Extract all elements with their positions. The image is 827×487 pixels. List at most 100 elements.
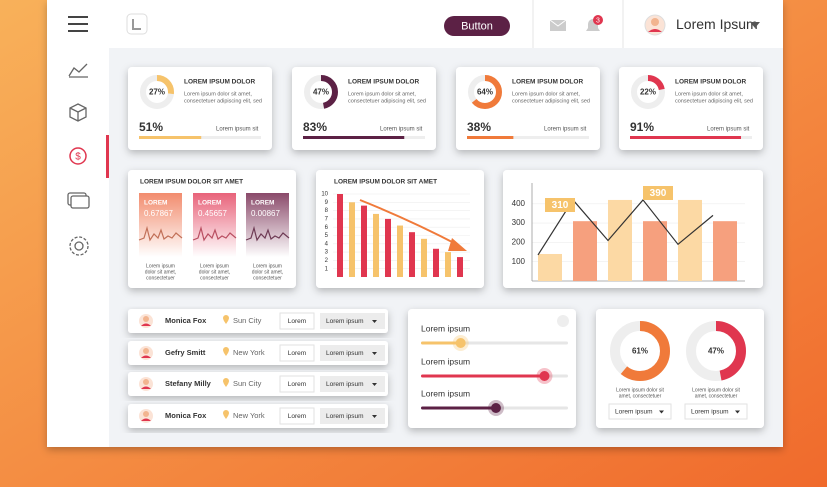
avatar-body [648,29,662,32]
row-button[interactable] [279,312,315,330]
box-icon[interactable] [69,103,87,122]
bar [349,202,355,277]
bar [538,253,562,281]
kpi-value: 83% [303,120,327,134]
row-select-label: Lorem ipsum [326,318,364,325]
person-name: Stefany Milly [165,379,212,388]
row-select[interactable] [320,345,385,361]
bar [373,213,379,277]
y-tick-label: 400 [512,199,526,208]
card-title: LOREM IPSUM DOLOR SIT AMET [140,179,243,186]
mini-caption: Lorem ipsum [146,263,175,269]
card [292,67,436,150]
header-button[interactable] [444,16,510,36]
row-select[interactable] [320,313,385,329]
y-tick-label: 5 [325,233,329,239]
donut-label: 47% [708,347,724,356]
badge-count: 3 [596,17,600,24]
mini-card [139,193,182,257]
mini-label: LOREM [251,200,274,207]
kpi-title: LOREM IPSUM DOLOR [512,79,583,86]
kpi-text: consectetuer adipiscing elit, sed [184,98,262,104]
toggle[interactable] [557,315,569,327]
bar [421,238,427,277]
donut-select[interactable] [684,403,748,420]
bar [457,257,463,277]
person-name: Monica Fox [165,316,207,325]
row-button[interactable] [279,344,315,362]
callout-label: 390 [650,188,667,199]
bar [361,205,367,277]
sparkline [138,225,183,242]
row-button[interactable] [279,375,315,393]
slider-knob[interactable] [455,338,466,348]
money-icon[interactable] [69,147,87,165]
kpi-caption: Lorem ipsum sit [216,127,259,133]
person-city: Sun City [233,379,262,388]
select-arrow [372,352,377,355]
avatar-face [143,316,149,322]
row-select[interactable] [320,376,385,392]
mail-icon[interactable] [549,19,567,31]
kpi-text: Lorem ipsum dolor sit amet, [512,91,580,97]
mini-label: LOREM [198,200,221,207]
donut-caption: Lorem ipsum dolor sit [692,387,740,393]
progress-track [467,136,589,139]
select-arrow [372,320,377,323]
donut-caption: amet, consectetuer [619,393,662,399]
y-tick-label: 6 [325,225,329,231]
money-symbol: $ [75,152,81,163]
menu-icon[interactable] [68,16,88,32]
donut-label: 61% [632,347,648,356]
bar [385,218,391,277]
slider-knob[interactable] [539,371,550,381]
y-tick-label: 2 [325,258,329,264]
trend-arrow [359,199,459,246]
row-select[interactable] [320,408,385,424]
ring-label: 22% [640,88,656,97]
user-name[interactable]: Lorem Ipsum [676,16,758,32]
bar [643,221,667,281]
select-arrow [735,410,740,414]
select-arrow [659,410,664,414]
mini-value: 0.67867 [144,209,173,218]
sparkline [192,225,237,242]
card-icon[interactable] [67,192,90,209]
bar [433,248,439,277]
avatar-body [141,386,151,389]
kpi-title: LOREM IPSUM DOLOR [184,79,255,86]
kpi-caption: Lorem ipsum sit [380,127,423,133]
mini-caption: Lorem ipsum [200,263,229,269]
settings-icon[interactable] [69,236,89,256]
kpi-value: 51% [139,120,163,134]
mini-caption: Lorem ipsum [253,263,282,269]
slider-knob[interactable] [490,403,501,413]
mini-value: 0.00867 [251,209,280,218]
person-city: New York [233,411,265,420]
mini-card [246,193,289,257]
y-tick-label: 300 [512,218,526,227]
logo[interactable] [126,13,148,35]
row-select-label: Lorem ipsum [326,350,364,357]
user-dropdown-arrow[interactable] [750,22,760,28]
y-tick-label: 9 [325,200,329,206]
ring-arc [140,75,174,109]
kpi-title: LOREM IPSUM DOLOR [348,79,419,86]
bar [678,199,702,281]
ring-arc [304,75,338,109]
donut-select[interactable] [608,403,672,420]
chart-icon[interactable] [68,63,88,78]
mini-value: 0.45657 [198,209,227,218]
progress-fill [303,136,405,139]
kpi-value: 91% [630,120,654,134]
sidebar [47,0,109,447]
card [619,67,763,150]
card [596,309,764,428]
row-button[interactable] [279,407,315,425]
person-name: Gefry Smitt [165,348,206,357]
mini-card [193,193,236,257]
row-button-label: Lorem [288,413,306,420]
bar [573,221,597,281]
row-select-label: Lorem ipsum [326,413,364,420]
